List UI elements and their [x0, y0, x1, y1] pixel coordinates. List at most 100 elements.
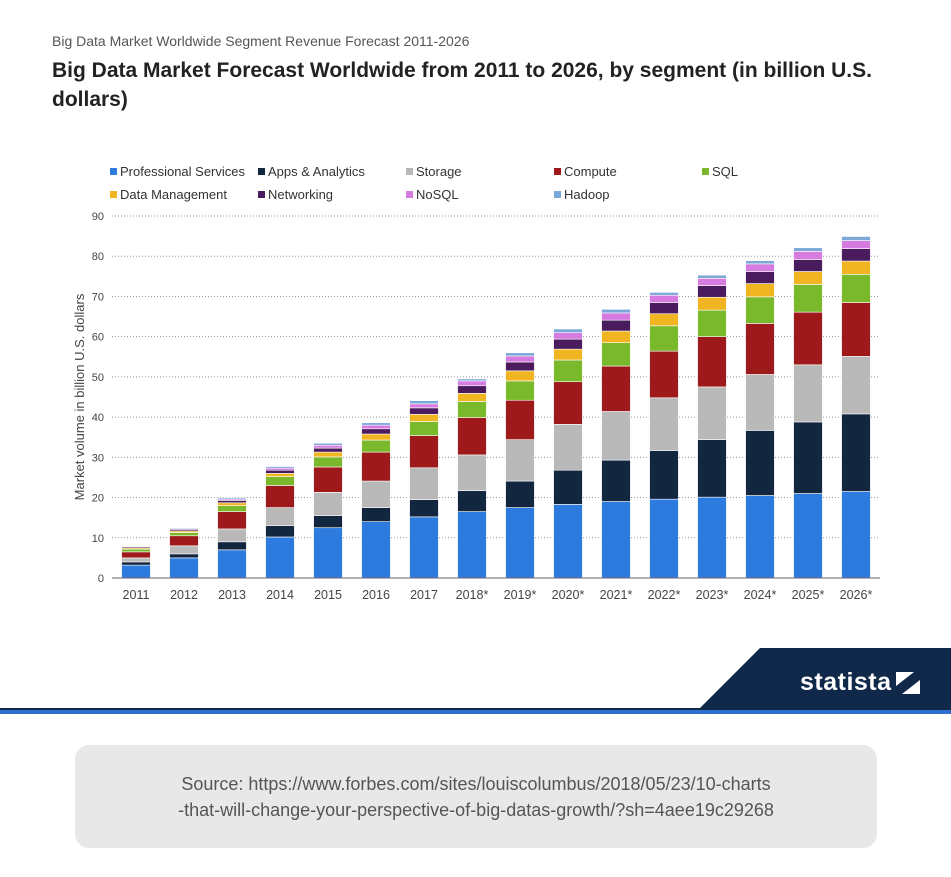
bar-segment	[361, 422, 391, 426]
bar-segment	[793, 311, 823, 366]
bar-segment	[793, 284, 823, 313]
bar-segment	[505, 361, 535, 372]
x-tick-label: 2011	[123, 588, 150, 602]
bar-segment	[313, 492, 343, 516]
bar-segment	[649, 397, 679, 451]
bar-segment	[121, 561, 151, 566]
bar-segment	[793, 251, 823, 260]
x-tick-label: 2013	[218, 588, 246, 602]
bar-segment	[361, 507, 391, 522]
bar-segment	[217, 500, 247, 504]
bar-segment	[169, 553, 199, 559]
bar-segment	[313, 442, 343, 446]
bar-segment	[169, 545, 199, 555]
bar-segment	[553, 359, 583, 383]
y-tick-label: 60	[92, 332, 104, 344]
bar-segment	[841, 248, 871, 262]
chart-area: 0 10 20 30 40 50 60 70 80 90 Market volume in bill…	[72, 211, 880, 602]
bar-segment	[697, 496, 727, 579]
legend-item: Data Management	[110, 187, 227, 202]
bar-segment	[361, 433, 391, 441]
bar-segment	[169, 535, 199, 547]
bar-segment	[313, 527, 343, 579]
x-tick-label: 2014	[266, 588, 294, 602]
bar-segment	[745, 283, 775, 298]
y-axis-label: Market volume in billion U.S. dollars	[72, 293, 87, 500]
legend-swatch	[258, 168, 265, 175]
bar-segment	[601, 365, 631, 412]
bar-segment	[553, 424, 583, 471]
bar-segment	[217, 502, 247, 506]
y-tick-label: 40	[92, 412, 104, 424]
bar-segment	[745, 271, 775, 284]
bar-segment	[409, 413, 439, 422]
bar-segment	[217, 549, 247, 579]
bar-segment	[793, 271, 823, 285]
bar-segment	[361, 439, 391, 453]
bar-segment	[745, 374, 775, 431]
bar-segment	[553, 348, 583, 361]
bar-segment	[553, 381, 583, 425]
source-text: Source: https://www.forbes.com/sites/lou…	[96, 771, 856, 823]
legend-label: Compute	[564, 164, 617, 179]
y-tick-label: 0	[98, 573, 104, 585]
bar-segment	[361, 451, 391, 482]
legend-label: Apps & Analytics	[268, 164, 365, 179]
bar-segment	[697, 285, 727, 298]
y-tick-label: 20	[92, 493, 104, 505]
bar-segment	[697, 386, 727, 440]
y-tick-label: 70	[92, 291, 104, 303]
bar-segment	[505, 355, 535, 363]
x-tick-label: 2026*	[840, 588, 873, 602]
bar-segment	[361, 424, 391, 430]
bar-segment	[361, 480, 391, 508]
legend-label: SQL	[712, 164, 739, 179]
legend-item: Apps & Analytics	[258, 164, 365, 179]
bar-segment	[361, 428, 391, 435]
x-tick-label: 2022*	[648, 588, 681, 602]
bar-segment	[505, 399, 535, 440]
bar-segment	[697, 296, 727, 311]
bar-segment	[841, 413, 871, 492]
bar-segment	[841, 491, 871, 579]
bar-segment	[313, 451, 343, 458]
bar-segment	[649, 292, 679, 296]
legend-swatch	[406, 168, 413, 175]
source-line-1: Source: https://www.forbes.com/sites/lou…	[181, 773, 771, 794]
bar-segment	[169, 532, 199, 537]
bar-segment	[649, 313, 679, 327]
bar-segment	[121, 548, 151, 553]
y-tick-label: 50	[92, 372, 104, 384]
bar-segment	[697, 309, 727, 337]
brand-band	[0, 648, 951, 714]
y-tick-label: 80	[92, 251, 104, 263]
bar-segment	[841, 274, 871, 303]
chart-supertitle: Big Data Market Worldwide Segment Revenu…	[52, 33, 470, 49]
legend-label: NoSQL	[416, 187, 459, 202]
bar-segment	[553, 338, 583, 350]
bar-segment	[553, 328, 583, 333]
bar-segment	[601, 459, 631, 502]
bar-segment	[601, 342, 631, 367]
bar-segment	[601, 501, 631, 579]
legend-label: Storage	[416, 164, 462, 179]
bar-segment	[745, 323, 775, 375]
bar-segment	[265, 469, 295, 474]
bar-segment	[217, 505, 247, 512]
bar-segment	[313, 444, 343, 449]
bar-segment	[457, 378, 487, 382]
bar-segment	[457, 454, 487, 492]
bar-segment	[457, 511, 487, 579]
bar-segment	[649, 294, 679, 303]
bar-segment	[409, 499, 439, 518]
legend-item: NoSQL	[406, 187, 459, 202]
legend-swatch	[554, 191, 561, 198]
bar-segment	[457, 417, 487, 456]
bar-segment	[265, 476, 295, 486]
x-tick-label: 2012	[170, 588, 198, 602]
bar-segment	[409, 421, 439, 436]
legend-label: Networking	[268, 187, 334, 202]
source-line-2: -that-will-change-your-perspective-of-bi…	[178, 799, 774, 820]
y-tick-label: 90	[92, 211, 104, 223]
bar-segment	[793, 259, 823, 272]
